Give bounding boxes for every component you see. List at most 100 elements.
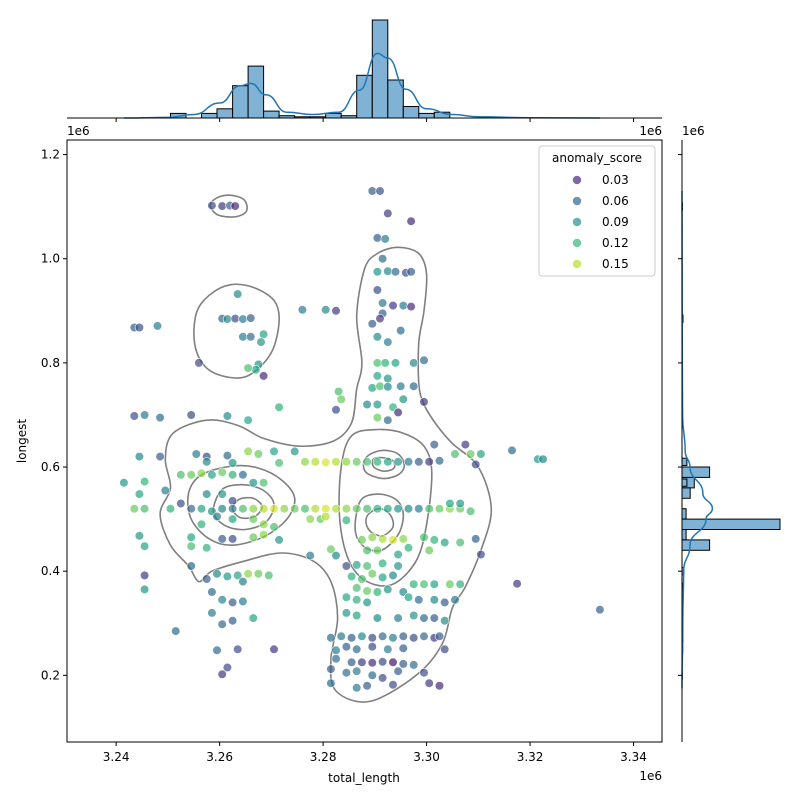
scatter-point (290, 447, 299, 456)
scatter-point (352, 584, 361, 593)
scatter-point (384, 338, 393, 347)
scatter-point (244, 416, 253, 425)
scatter-point (244, 364, 253, 373)
scatter-point (430, 580, 439, 589)
scatter-point (233, 290, 242, 299)
scatter-point (378, 535, 387, 544)
legend-label: 0.12 (602, 236, 629, 250)
scatter-point (384, 458, 393, 467)
top-marginal-offset-label-left: 1e6 (67, 124, 90, 138)
scatter-point (280, 504, 289, 513)
scatter-point (332, 458, 341, 467)
scatter-point (451, 450, 460, 459)
scatter-point (373, 588, 382, 597)
top-histogram-bar (233, 86, 249, 118)
right-histogram-bar (682, 540, 710, 550)
scatter-point (156, 452, 165, 461)
scatter-point (223, 451, 232, 460)
scatter-point (435, 504, 444, 513)
scatter-point (378, 254, 387, 263)
scatter-point (409, 382, 418, 391)
scatter-point (461, 440, 470, 449)
scatter-point (213, 512, 222, 521)
scatter-point (332, 646, 341, 655)
top-histogram-bar (403, 107, 419, 119)
scatter-point (456, 538, 465, 547)
scatter-point (231, 314, 240, 323)
right-histogram-bar (682, 458, 687, 465)
scatter-point (446, 499, 455, 508)
scatter-point (301, 504, 310, 513)
scatter-point (332, 551, 341, 560)
legend-label: 0.09 (602, 215, 629, 229)
scatter-point (477, 450, 486, 459)
legend-marker (573, 260, 582, 269)
scatter-point (420, 668, 429, 677)
scatter-point (208, 609, 217, 618)
scatter-point (177, 471, 186, 480)
scatter-point (187, 504, 196, 513)
scatter-point (195, 359, 204, 368)
scatter-point (249, 478, 258, 487)
scatter-point (409, 359, 418, 368)
scatter-point (239, 471, 248, 480)
scatter-point (135, 323, 144, 332)
scatter-point (135, 532, 144, 541)
scatter-point (208, 471, 217, 480)
scatter-point (440, 598, 449, 607)
scatter-point (373, 413, 382, 422)
scatter-point (373, 614, 382, 623)
scatter-point (373, 333, 382, 342)
scatter-point (415, 458, 424, 467)
scatter-point (389, 658, 398, 667)
scatter-point (471, 460, 480, 469)
scatter-point (140, 585, 149, 594)
scatter-point (239, 504, 248, 513)
scatter-point (249, 504, 258, 513)
scatter-point (347, 572, 356, 581)
scatter-point (249, 533, 258, 542)
scatter-point (394, 458, 403, 467)
scatter-point (391, 359, 400, 368)
scatter-point (332, 406, 341, 415)
scatter-point (394, 408, 403, 417)
scatter-point (140, 411, 149, 420)
scatter-point (446, 580, 455, 589)
scatter-point (420, 533, 429, 542)
scatter-point (140, 571, 149, 580)
scatter-point (135, 490, 144, 499)
scatter-point (223, 315, 232, 324)
scatter-point (259, 530, 268, 539)
scatter-point (342, 593, 351, 602)
scatter-point (466, 450, 475, 459)
scatter-point (270, 645, 279, 654)
x-axis-label: total_length (328, 771, 400, 785)
scatter-point (218, 468, 227, 477)
scatter-point (352, 561, 361, 570)
scatter-point (244, 570, 253, 579)
scatter-point (246, 314, 255, 323)
scatter-point (358, 536, 367, 545)
scatter-point (187, 533, 196, 542)
scatter-point (477, 550, 486, 559)
right-histogram-bar (682, 479, 687, 486)
top-histogram-bar (202, 113, 218, 118)
scatter-point (394, 550, 403, 559)
scatter-point (420, 356, 429, 365)
scatter-point (373, 400, 382, 409)
scatter-point (270, 523, 279, 532)
scatter-point (368, 634, 377, 643)
scatter-point (228, 497, 237, 506)
scatter-point (270, 447, 279, 456)
right-marginal-offset-label: 1e6 (682, 124, 705, 138)
scatter-point (404, 504, 413, 513)
scatter-point (399, 301, 408, 310)
legend-label: 0.03 (602, 173, 629, 187)
scatter-point (153, 322, 162, 331)
scatter-point (394, 667, 403, 676)
x-tick-label: 3.28 (310, 750, 337, 764)
scatter-point (430, 440, 439, 449)
x-tick-label: 3.32 (517, 750, 544, 764)
